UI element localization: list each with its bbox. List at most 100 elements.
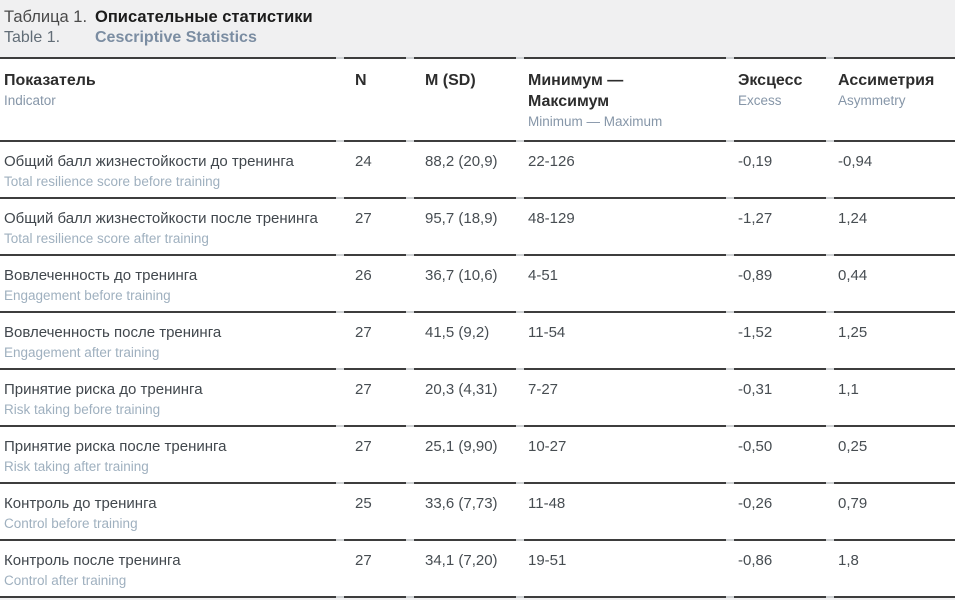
cell-n: 27 — [355, 210, 372, 227]
cell-asymmetry: 0,79 — [838, 495, 868, 512]
table-row: Принятие риска после тренинга Risk takin… — [0, 425, 955, 482]
indicator-label-ru: Принятие риска до тренинга — [4, 381, 203, 398]
cell-min-max: 19-51 — [528, 552, 567, 569]
cell-min-max: 4-51 — [528, 267, 559, 284]
indicator-label-en: Total resilience score before training — [4, 174, 221, 189]
row-divider-line — [524, 596, 726, 598]
cell-n: 27 — [355, 438, 372, 455]
header-excess-ru: Эксцесс — [738, 72, 803, 89]
indicator-label-en: Risk taking before training — [4, 402, 161, 417]
cell-n: 24 — [355, 153, 372, 170]
cell-indicator: Вовлеченность до тренинга Engagement bef… — [0, 254, 340, 311]
indicator-label-ru: Контроль до тренинга — [4, 495, 157, 512]
header-indicator-ru: Показатель — [4, 72, 96, 89]
cell-asymmetry: 1,1 — [838, 381, 859, 398]
caption-title-en: Cescriptive Statistics — [95, 29, 257, 46]
table-row: Вовлеченность после тренинга Engagement … — [0, 311, 955, 368]
row-divider-line — [0, 596, 336, 598]
cell-excess: -1,52 — [738, 324, 773, 341]
caption-line-ru: Таблица 1. Описательные статистики — [4, 7, 955, 28]
cell-excess: -0,19 — [738, 153, 773, 170]
header-asymmetry-ru: Ассиметрия — [838, 72, 935, 89]
cell-n: 26 — [355, 267, 372, 284]
cell-asymmetry: 0,25 — [838, 438, 868, 455]
cell-min-max: 11-48 — [528, 495, 566, 512]
indicator-label-en: Control after training — [4, 573, 127, 588]
row-divider-line — [414, 596, 516, 598]
header-excess-en: Excess — [738, 93, 782, 108]
cell-m-sd: 34,1 (7,20) — [425, 552, 498, 569]
indicator-label-ru: Принятие риска после тренинга — [4, 438, 227, 455]
cell-m-sd: 25,1 (9,90) — [425, 438, 498, 455]
header-row: Показатель Indicator N M (SD) Минимум — … — [0, 57, 955, 140]
cell-asymmetry: 1,8 — [838, 552, 859, 569]
header-cell-min-max: Минимум — Максимум Minimum — Maximum — [520, 57, 730, 140]
cell-excess: -0,31 — [738, 381, 773, 398]
header-n: N — [355, 72, 367, 89]
indicator-label-en: Engagement before training — [4, 288, 171, 303]
row-divider-line — [344, 596, 406, 598]
indicator-label-ru: Общий балл жизнестойкости после тренинга — [4, 210, 318, 227]
header-min-max-ru: Минимум — Максимум — [528, 72, 624, 110]
cell-n: 27 — [355, 381, 372, 398]
cell-asymmetry: 0,44 — [838, 267, 868, 284]
row-divider-line — [834, 596, 955, 598]
cell-min-max: 48-129 — [528, 210, 575, 227]
indicator-label-en: Risk taking after training — [4, 459, 149, 474]
cell-m-sd: 88,2 (20,9) — [425, 153, 498, 170]
cell-indicator: Общий балл жизнестойкости после тренинга… — [0, 197, 340, 254]
table-row: Вовлеченность до тренинга Engagement bef… — [0, 254, 955, 311]
cell-n: 27 — [355, 552, 372, 569]
table-row: Контроль до тренинга Control before trai… — [0, 482, 955, 539]
cell-min-max: 11-54 — [528, 324, 566, 341]
cell-min-max: 22-126 — [528, 153, 575, 170]
caption-label-en: Table 1. — [4, 29, 61, 46]
cell-excess: -1,27 — [738, 210, 773, 227]
table-row: Принятие риска до тренинга Risk taking b… — [0, 368, 955, 425]
header-cell-m-sd: M (SD) — [410, 57, 520, 140]
cell-excess: -0,89 — [738, 267, 773, 284]
header-cell-indicator: Показатель Indicator — [0, 57, 340, 140]
header-cell-excess: Эксцесс Excess — [730, 57, 830, 140]
table-caption: Таблица 1. Описательные статистики Table … — [0, 0, 955, 57]
cell-indicator: Вовлеченность после тренинга Engagement … — [0, 311, 340, 368]
cell-asymmetry: 1,24 — [838, 210, 868, 227]
cell-indicator: Контроль до тренинга Control before trai… — [0, 482, 340, 539]
cell-excess: -0,86 — [738, 552, 773, 569]
indicator-label-en: Engagement after training — [4, 345, 160, 360]
cell-min-max: 7-27 — [528, 381, 559, 398]
header-cell-n: N — [340, 57, 410, 140]
row-divider-line — [734, 596, 826, 598]
table-row: Общий балл жизнестойкости после тренинга… — [0, 197, 955, 254]
cell-indicator: Общий балл жизнестойкости до тренинга To… — [0, 140, 340, 197]
row-divider-gap-line — [0, 596, 955, 598]
cell-m-sd: 95,7 (18,9) — [425, 210, 498, 227]
cell-asymmetry: -0,94 — [838, 153, 873, 170]
table-row: Общий балл жизнестойкости до тренинга To… — [0, 140, 955, 197]
cell-m-sd: 33,6 (7,73) — [425, 495, 498, 512]
table-row: Контроль после тренинга Control after tr… — [0, 539, 955, 596]
statistics-table-wrap: Показатель Indicator N M (SD) Минимум — … — [0, 57, 955, 598]
caption-line-en: Table 1. Cescriptive Statistics — [4, 28, 955, 48]
caption-title-ru: Описательные статистики — [95, 8, 313, 26]
cell-n: 27 — [355, 324, 372, 341]
indicator-label-ru: Вовлеченность после тренинга — [4, 324, 222, 341]
cell-n: 25 — [355, 495, 372, 512]
caption-label-ru: Таблица 1. — [4, 8, 88, 26]
header-min-max-en: Minimum — Maximum — [528, 114, 663, 129]
cell-m-sd: 20,3 (4,31) — [425, 381, 498, 398]
cell-indicator: Контроль после тренинга Control after tr… — [0, 539, 340, 596]
cell-excess: -0,26 — [738, 495, 773, 512]
cell-indicator: Принятие риска до тренинга Risk taking b… — [0, 368, 340, 425]
cell-m-sd: 41,5 (9,2) — [425, 324, 490, 341]
indicator-label-en: Total resilience score after training — [4, 231, 209, 246]
header-cell-asymmetry: Ассиметрия Asymmetry — [830, 57, 955, 140]
cell-indicator: Принятие риска после тренинга Risk takin… — [0, 425, 340, 482]
header-indicator-en: Indicator — [4, 93, 56, 108]
header-m-sd: M (SD) — [425, 72, 476, 89]
statistics-table: Показатель Indicator N M (SD) Минимум — … — [0, 57, 955, 596]
indicator-label-en: Control before training — [4, 516, 138, 531]
header-asymmetry-en: Asymmetry — [838, 93, 906, 108]
indicator-label-ru: Вовлеченность до тренинга — [4, 267, 198, 284]
cell-asymmetry: 1,25 — [838, 324, 868, 341]
